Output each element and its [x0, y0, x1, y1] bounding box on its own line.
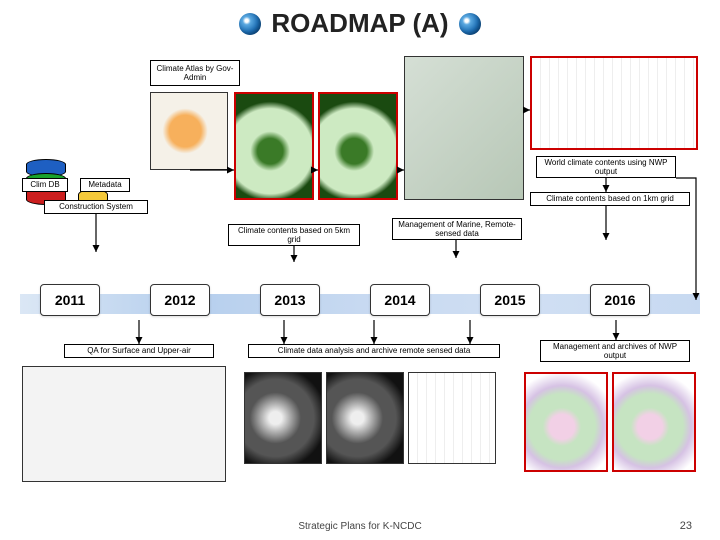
figure-contour2 — [612, 372, 696, 472]
swirl-icon — [459, 13, 481, 35]
label-marine: Management of Marine, Remote-sensed data — [392, 218, 522, 240]
year-2012: 2012 — [150, 284, 210, 316]
figure-flow_bottomleft — [22, 366, 226, 482]
year-2014: 2014 — [370, 284, 430, 316]
year-2013: 2013 — [260, 284, 320, 316]
label-world_nwp: World climate contents using NWP output — [536, 156, 676, 178]
label-content_1km: Climate contents based on 1km grid — [530, 192, 690, 206]
figure-sat2 — [326, 372, 404, 464]
label-analysis: Climate data analysis and archive remote… — [248, 344, 500, 358]
figure-sat1 — [244, 372, 322, 464]
label-qa: QA for Surface and Upper-air — [64, 344, 214, 358]
year-2015: 2015 — [480, 284, 540, 316]
figure-green1 — [234, 92, 314, 200]
figure-green2 — [318, 92, 398, 200]
label-content_5km: Climate contents based on 5km grid — [228, 224, 360, 246]
figure-contour1 — [524, 372, 608, 472]
figure-stack3d — [404, 56, 524, 200]
year-2011: 2011 — [40, 284, 100, 316]
figure-ts_grid — [530, 56, 698, 150]
year-2016: 2016 — [590, 284, 650, 316]
footer-caption: Strategic Plans for K-NCDC — [298, 521, 421, 532]
title-row: ROADMAP (A) — [0, 0, 720, 39]
swirl-icon — [239, 13, 261, 35]
label-construction: Construction System — [44, 200, 148, 214]
label-metadata: Metadata — [80, 178, 130, 192]
label-climate_atlas: Climate Atlas by Gov-Admin — [150, 60, 240, 86]
label-mgmt_nwp: Management and archives of NWP output — [540, 340, 690, 362]
figure-chart_small — [408, 372, 496, 464]
label-clim_db: Clim DB — [22, 178, 68, 192]
figure-korea_small — [150, 92, 228, 170]
page-number: 23 — [680, 520, 692, 532]
page-title: ROADMAP (A) — [271, 8, 448, 39]
